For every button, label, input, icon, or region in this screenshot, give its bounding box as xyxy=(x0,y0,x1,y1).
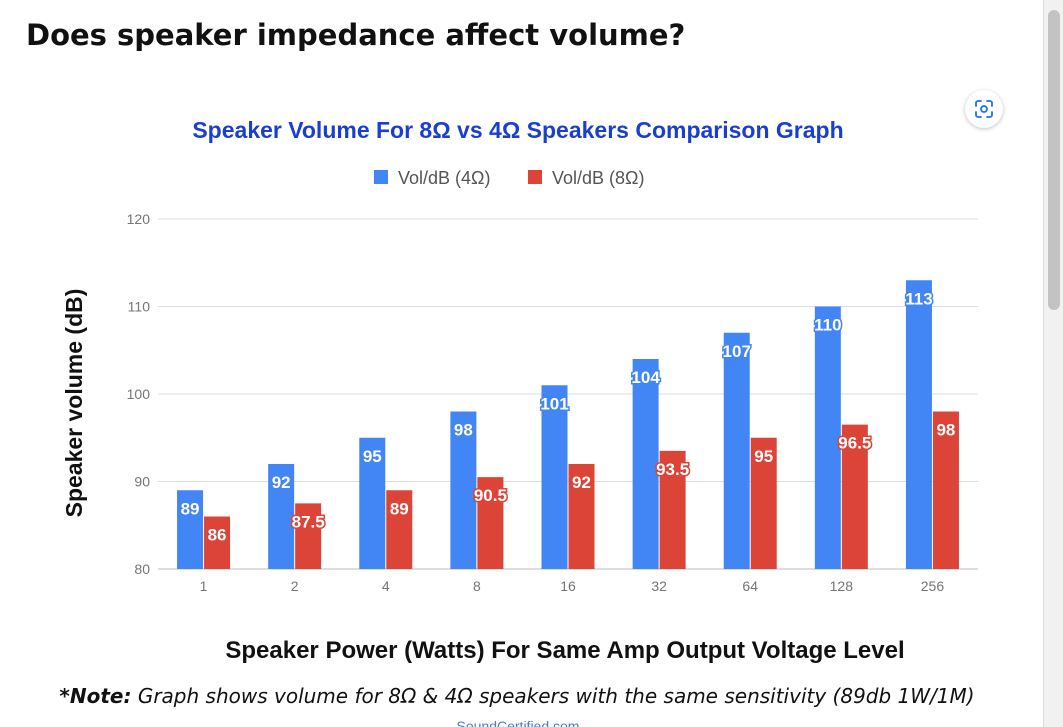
data-label: 96.5 xyxy=(838,434,871,453)
chart-note: *Note: Graph shows volume for 8Ω & 4Ω sp… xyxy=(59,684,974,708)
x-tick-label: 16 xyxy=(560,578,576,594)
data-label: 92 xyxy=(272,473,291,492)
bar-8ohm xyxy=(750,437,777,569)
data-label: 98 xyxy=(936,421,955,440)
data-label: 101 xyxy=(540,394,568,413)
bar-8ohm xyxy=(659,450,686,569)
data-label: 89 xyxy=(181,499,200,518)
bar-8ohm xyxy=(204,516,231,569)
gridlines xyxy=(158,218,978,570)
y-tick-label: 80 xyxy=(134,561,150,577)
bar-8ohm xyxy=(568,464,595,569)
data-label: 95 xyxy=(754,447,773,466)
data-label: 86 xyxy=(208,526,227,545)
x-tick-label: 64 xyxy=(742,578,758,594)
legend-swatch-8ohm xyxy=(528,170,542,184)
data-label: 107 xyxy=(723,342,751,361)
scrollbar[interactable] xyxy=(1043,0,1063,727)
legend-swatch-4ohm xyxy=(374,170,388,184)
data-label: 104 xyxy=(631,368,660,387)
bar-4ohm xyxy=(177,490,204,569)
legend-label-4ohm: Vol/dB (4Ω) xyxy=(398,168,491,188)
x-tick-label: 256 xyxy=(921,578,945,594)
x-axis-ticks: 1 2 4 8 16 32 64 128 256 xyxy=(200,578,945,594)
data-label: 110 xyxy=(814,316,841,335)
scrollbar-thumb[interactable] xyxy=(1048,10,1060,310)
data-label: 113 xyxy=(905,289,932,308)
legend-label-8ohm: Vol/dB (8Ω) xyxy=(552,168,645,188)
y-tick-label: 120 xyxy=(127,211,151,227)
bar-4ohm xyxy=(359,437,386,569)
x-tick-label: 32 xyxy=(651,578,667,594)
bar-8ohm xyxy=(841,424,868,569)
chart-note-text: Graph shows volume for 8Ω & 4Ω speakers … xyxy=(138,684,975,708)
y-axis-label: Speaker volume (dB) xyxy=(61,289,87,518)
data-label: 95 xyxy=(363,447,382,466)
data-label: 93.5 xyxy=(656,460,689,479)
x-tick-label: 2 xyxy=(291,578,299,594)
y-axis-ticks: 80 90 100 110 120 xyxy=(127,211,151,577)
bar-4ohm xyxy=(632,359,659,569)
x-tick-label: 1 xyxy=(200,578,208,594)
y-tick-label: 90 xyxy=(134,474,150,490)
chart: Speaker Volume For 8Ω vs 4Ω Speakers Com… xyxy=(59,117,978,727)
page-heading: Does speaker impedance affect volume? xyxy=(26,18,686,52)
bar-8ohm xyxy=(477,477,504,569)
y-tick-label: 100 xyxy=(127,386,151,402)
legend: Vol/dB (4Ω) Vol/dB (8Ω) xyxy=(374,168,645,188)
visual-search-icon xyxy=(975,100,993,118)
bar-4ohm xyxy=(814,306,841,569)
x-tick-label: 8 xyxy=(473,578,481,594)
bar-4ohm xyxy=(268,464,295,569)
data-label: 92 xyxy=(572,473,591,492)
y-tick-label: 110 xyxy=(128,299,151,315)
bar-8ohm xyxy=(932,411,959,569)
x-tick-label: 128 xyxy=(830,578,854,594)
x-axis-label: Speaker Power (Watts) For Same Amp Outpu… xyxy=(225,637,904,664)
bars xyxy=(177,280,959,569)
bar-4ohm xyxy=(450,411,477,569)
chart-note-prefix: *Note: xyxy=(59,684,131,708)
bar-8ohm xyxy=(295,503,322,569)
bar-8ohm xyxy=(386,490,413,569)
data-label: 87.5 xyxy=(292,512,325,531)
bar-4ohm xyxy=(541,385,568,569)
watermark: SoundCertified.com xyxy=(457,718,580,727)
chart-title: Speaker Volume For 8Ω vs 4Ω Speakers Com… xyxy=(192,117,843,143)
visual-search-button[interactable] xyxy=(965,90,1003,128)
data-label: 98 xyxy=(454,421,473,440)
data-label: 89 xyxy=(390,499,409,518)
bar-4ohm xyxy=(905,280,932,569)
data-label: 90.5 xyxy=(474,486,507,505)
bar-4ohm xyxy=(723,332,750,569)
data-labels: 89 86 92 87.5 95 89 98 90.5 101 92 104 93.5 107 95 110… xyxy=(179,288,957,546)
x-tick-label: 4 xyxy=(382,578,390,594)
